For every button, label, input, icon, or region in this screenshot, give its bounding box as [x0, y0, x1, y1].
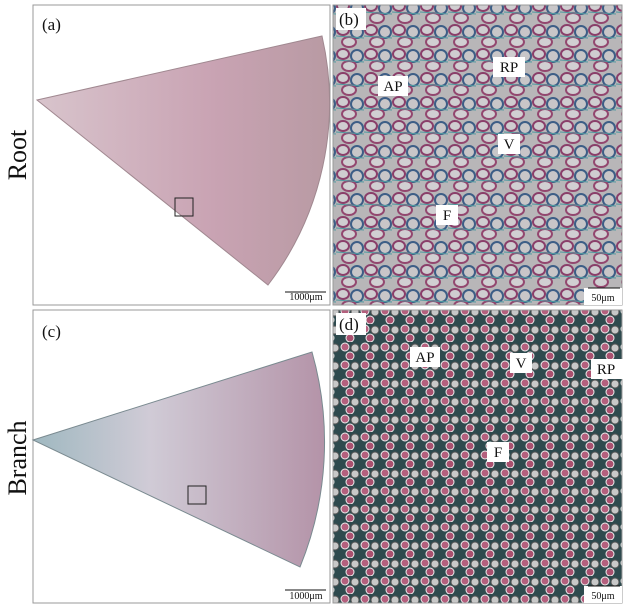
panel-label: (a) — [42, 15, 61, 34]
row-label: Root — [3, 129, 32, 180]
scale-bar-label: 1000μm — [289, 591, 322, 602]
annotation: V — [504, 137, 515, 153]
annotation: AP — [415, 350, 434, 366]
annotation: F — [494, 445, 502, 461]
scale-bar-label: 50μm — [591, 293, 614, 304]
annotation: F — [443, 208, 451, 224]
scale-bar-label: 50μm — [591, 591, 614, 602]
row-label: Branch — [3, 420, 32, 495]
panel-label: (b) — [339, 10, 359, 29]
annotation: RP — [500, 60, 518, 76]
panel-b: (b) AP RP V F 50μm — [333, 5, 622, 305]
panel-label: (d) — [339, 315, 359, 334]
annotation: AP — [383, 79, 402, 95]
scale-bar-label: 1000μm — [289, 292, 322, 303]
panel-a: (a) 1000μm — [33, 5, 330, 305]
annotation: RP — [597, 362, 615, 378]
figure: Root Branch (a) 1000μm (b) AP RP V F 50μ… — [0, 0, 627, 606]
panel-label: (c) — [42, 322, 61, 341]
panel-d: (d) AP V RP F 50μm — [333, 310, 623, 603]
annotation: V — [516, 356, 527, 372]
panel-c: (c) 1000μm — [33, 310, 330, 603]
